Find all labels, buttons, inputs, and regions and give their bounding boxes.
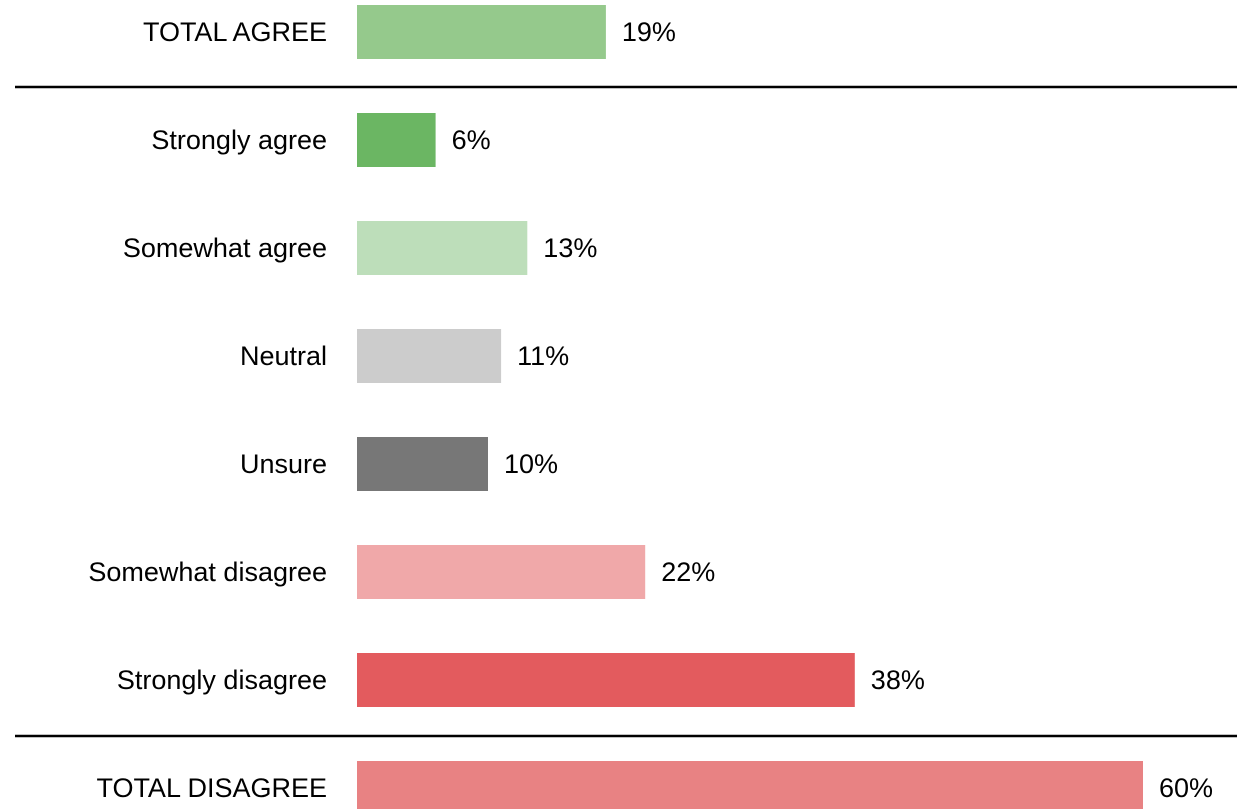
bar-unsure [357, 437, 488, 491]
value-label-total-agree: 19% [622, 17, 676, 47]
category-label-neutral: Neutral [240, 341, 327, 371]
bar-somewhat-disagree [357, 545, 646, 599]
value-label-total-disagree: 60% [1159, 773, 1213, 803]
bar-total-agree [357, 5, 606, 59]
category-label-strongly-agree: Strongly agree [151, 125, 327, 155]
value-label-strongly-agree: 6% [452, 125, 491, 155]
bar-neutral [357, 329, 502, 383]
category-label-somewhat-agree: Somewhat agree [123, 233, 327, 263]
bar-strongly-agree [357, 113, 436, 167]
value-label-neutral: 11% [517, 341, 569, 371]
value-label-unsure: 10% [504, 449, 558, 479]
bar-strongly-disagree [357, 653, 855, 707]
category-label-total-agree: TOTAL AGREE [143, 17, 327, 47]
category-label-strongly-disagree: Strongly disagree [117, 665, 327, 695]
value-label-somewhat-disagree: 22% [661, 557, 715, 587]
value-label-strongly-disagree: 38% [871, 665, 925, 695]
category-label-unsure: Unsure [240, 449, 327, 479]
value-label-somewhat-agree: 13% [543, 233, 597, 263]
category-label-total-disagree: TOTAL DISAGREE [96, 773, 327, 803]
bar-somewhat-agree [357, 221, 528, 275]
category-label-somewhat-disagree: Somewhat disagree [88, 557, 327, 587]
bar-total-disagree [357, 761, 1143, 809]
bars-layer: TOTAL AGREE 19% Strongly agree 6% Somewhat a… [88, 5, 1213, 809]
